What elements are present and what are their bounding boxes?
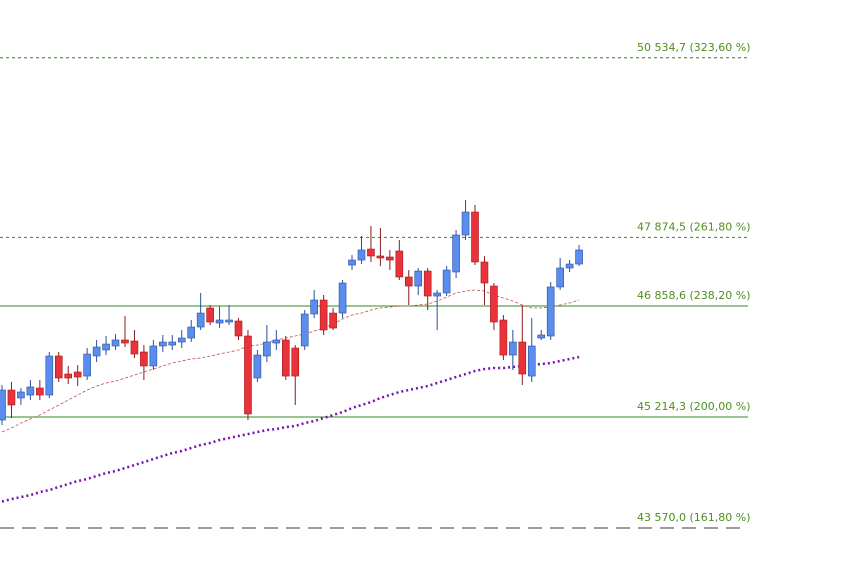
candle-body [518,341,527,375]
candle-body [64,373,73,379]
candle-body [395,250,404,278]
candle-body [338,282,347,314]
candle-body [310,299,318,315]
level-label: 50 534,7 (323,60 %) [637,41,751,54]
candle-body [177,337,186,343]
candle-body [196,312,205,328]
candle-body [130,340,139,355]
candle-body [546,286,555,337]
candle-body [386,256,394,261]
candle-body [111,339,120,347]
candle-body [452,234,460,273]
candle-body [404,276,413,287]
candle-body [575,249,583,265]
candle-body [215,319,224,324]
candle-body [471,211,479,263]
candle-body [234,320,243,337]
candle-body [442,269,451,294]
candle-body [168,341,177,346]
candle-body [149,345,158,367]
candle-body [140,351,148,367]
candle-body [45,355,54,396]
candle-body [225,319,233,323]
candle-body [187,326,195,339]
candle-body [206,307,214,323]
candle-body [490,285,498,323]
candle-body [527,345,536,377]
candle-body [17,391,25,399]
candle-body [537,334,546,339]
candle-body [423,270,432,297]
candle-body [300,313,309,347]
candle-body [357,249,366,261]
candle-body [253,354,262,379]
candle-body [159,341,167,347]
candle-body [291,347,300,377]
level-label: 46 858,6 (238,20 %) [637,289,751,302]
candle-body [92,346,101,357]
candle-body [54,355,63,379]
candle-body [244,335,252,415]
candle-body [319,299,328,331]
candle-body [36,387,44,396]
candle-body [499,319,508,356]
candle-body [121,339,129,344]
candle-body [556,267,564,288]
candle-body [263,341,271,357]
candle-body [376,255,385,259]
candle-body [414,270,423,287]
moving-average [1,289,580,433]
candle-body [0,389,6,421]
candle-body [26,386,35,396]
candle-body [480,261,489,284]
level-label: 47 874,5 (261,80 %) [637,220,751,233]
candle-body [509,341,517,356]
candle-body [329,312,337,329]
candle-body [461,211,470,236]
candle-body [433,292,441,297]
candle-body [348,259,356,266]
candle-body [272,339,281,344]
candle-body [73,371,82,378]
candle-body [83,353,91,377]
level-label: 45 214,3 (200,00 %) [637,400,751,413]
candle-body [7,389,16,406]
candle-body [102,343,110,351]
candle-body [367,248,375,257]
candle-body [281,339,290,377]
candle-body [565,263,574,269]
level-label: 43 570,0 (161,80 %) [637,511,751,524]
